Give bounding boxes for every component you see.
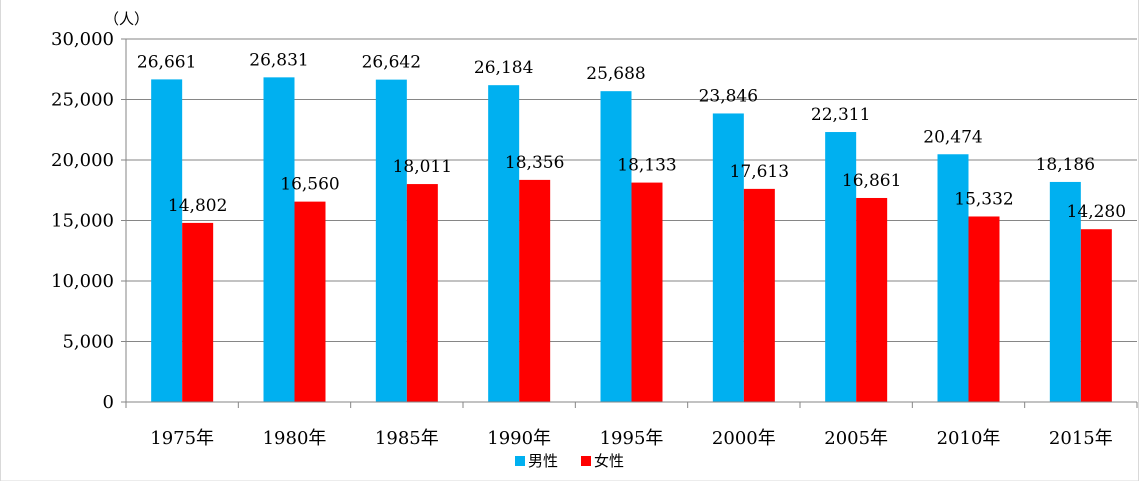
bars	[151, 77, 1112, 403]
x-tick-label: 2000年	[712, 428, 776, 449]
data-label: 26,642	[362, 53, 421, 73]
bar-女性-2010年	[968, 216, 1000, 402]
data-labels: 26,661 26,831 26,642 26,184 25,688 23,846 22,3…	[137, 50, 1126, 222]
bar-女性-1975年	[182, 222, 214, 402]
y-tick-label: 0	[103, 392, 114, 413]
bar-女性-2005年	[856, 197, 888, 402]
data-label: 25,688	[586, 64, 645, 84]
legend: 男性 女性	[515, 452, 624, 470]
bar-男性-1990年	[488, 85, 520, 403]
x-tick-label: 1985年	[375, 428, 439, 449]
bar-女性-1985年	[406, 184, 438, 402]
y-tick-label: 30,000	[51, 29, 114, 50]
data-label: 17,613	[730, 162, 789, 182]
x-tick-label: 2005年	[824, 428, 888, 449]
bar-男性-1980年	[263, 77, 295, 402]
data-label: 16,861	[842, 171, 901, 191]
x-tick-label: 1990年	[487, 428, 551, 449]
axes: 0 5,000 10,000 15,000 20,000 25,000 30,000 1975…	[51, 29, 1138, 449]
y-tick-label: 10,000	[51, 271, 114, 292]
data-label: 26,661	[137, 52, 196, 72]
data-label: 22,311	[811, 105, 870, 125]
data-label: 14,280	[1067, 202, 1126, 222]
y-tick-label: 5,000	[62, 332, 114, 353]
y-tick-label: 15,000	[51, 211, 114, 232]
x-tick-label: 2015年	[1049, 428, 1113, 449]
x-tick-label: 1975年	[150, 428, 214, 449]
legend-label-女性: 女性	[594, 452, 624, 470]
bar-男性-1985年	[375, 79, 407, 402]
data-label: 23,846	[699, 86, 758, 106]
y-tick-label: 20,000	[51, 150, 114, 171]
legend-swatch-男性	[515, 456, 525, 466]
data-label: 15,332	[954, 189, 1013, 209]
legend-swatch-女性	[581, 456, 591, 466]
data-label: 18,133	[617, 156, 676, 176]
data-label: 20,474	[923, 127, 982, 147]
bar-女性-2015年	[1080, 229, 1112, 402]
bar-男性-1975年	[151, 79, 183, 402]
data-label: 18,356	[505, 153, 564, 173]
data-label: 16,560	[280, 175, 339, 195]
bar-男性-2005年	[825, 132, 857, 402]
y-tick-label: 25,000	[51, 90, 114, 111]
data-label: 18,186	[1036, 155, 1095, 175]
bar-男性-1995年	[600, 91, 632, 402]
data-label: 14,802	[168, 196, 227, 216]
y-axis-unit-label: （人）	[104, 10, 149, 28]
x-tick-label: 1995年	[600, 428, 664, 449]
data-label: 18,011	[393, 157, 452, 177]
bar-女性-1995年	[631, 182, 663, 402]
bar-女性-2000年	[743, 188, 775, 402]
bar-男性-2010年	[937, 154, 969, 402]
bar-男性-2000年	[712, 113, 744, 402]
bar-男性-2015年	[1049, 181, 1081, 402]
x-tick-label: 1980年	[263, 428, 327, 449]
data-label: 26,184	[474, 58, 533, 78]
x-tick-label: 2010年	[937, 428, 1001, 449]
data-label: 26,831	[249, 50, 308, 70]
bar-女性-1980年	[294, 201, 326, 402]
bar-女性-1990年	[519, 179, 551, 402]
legend-label-男性: 男性	[528, 452, 558, 470]
